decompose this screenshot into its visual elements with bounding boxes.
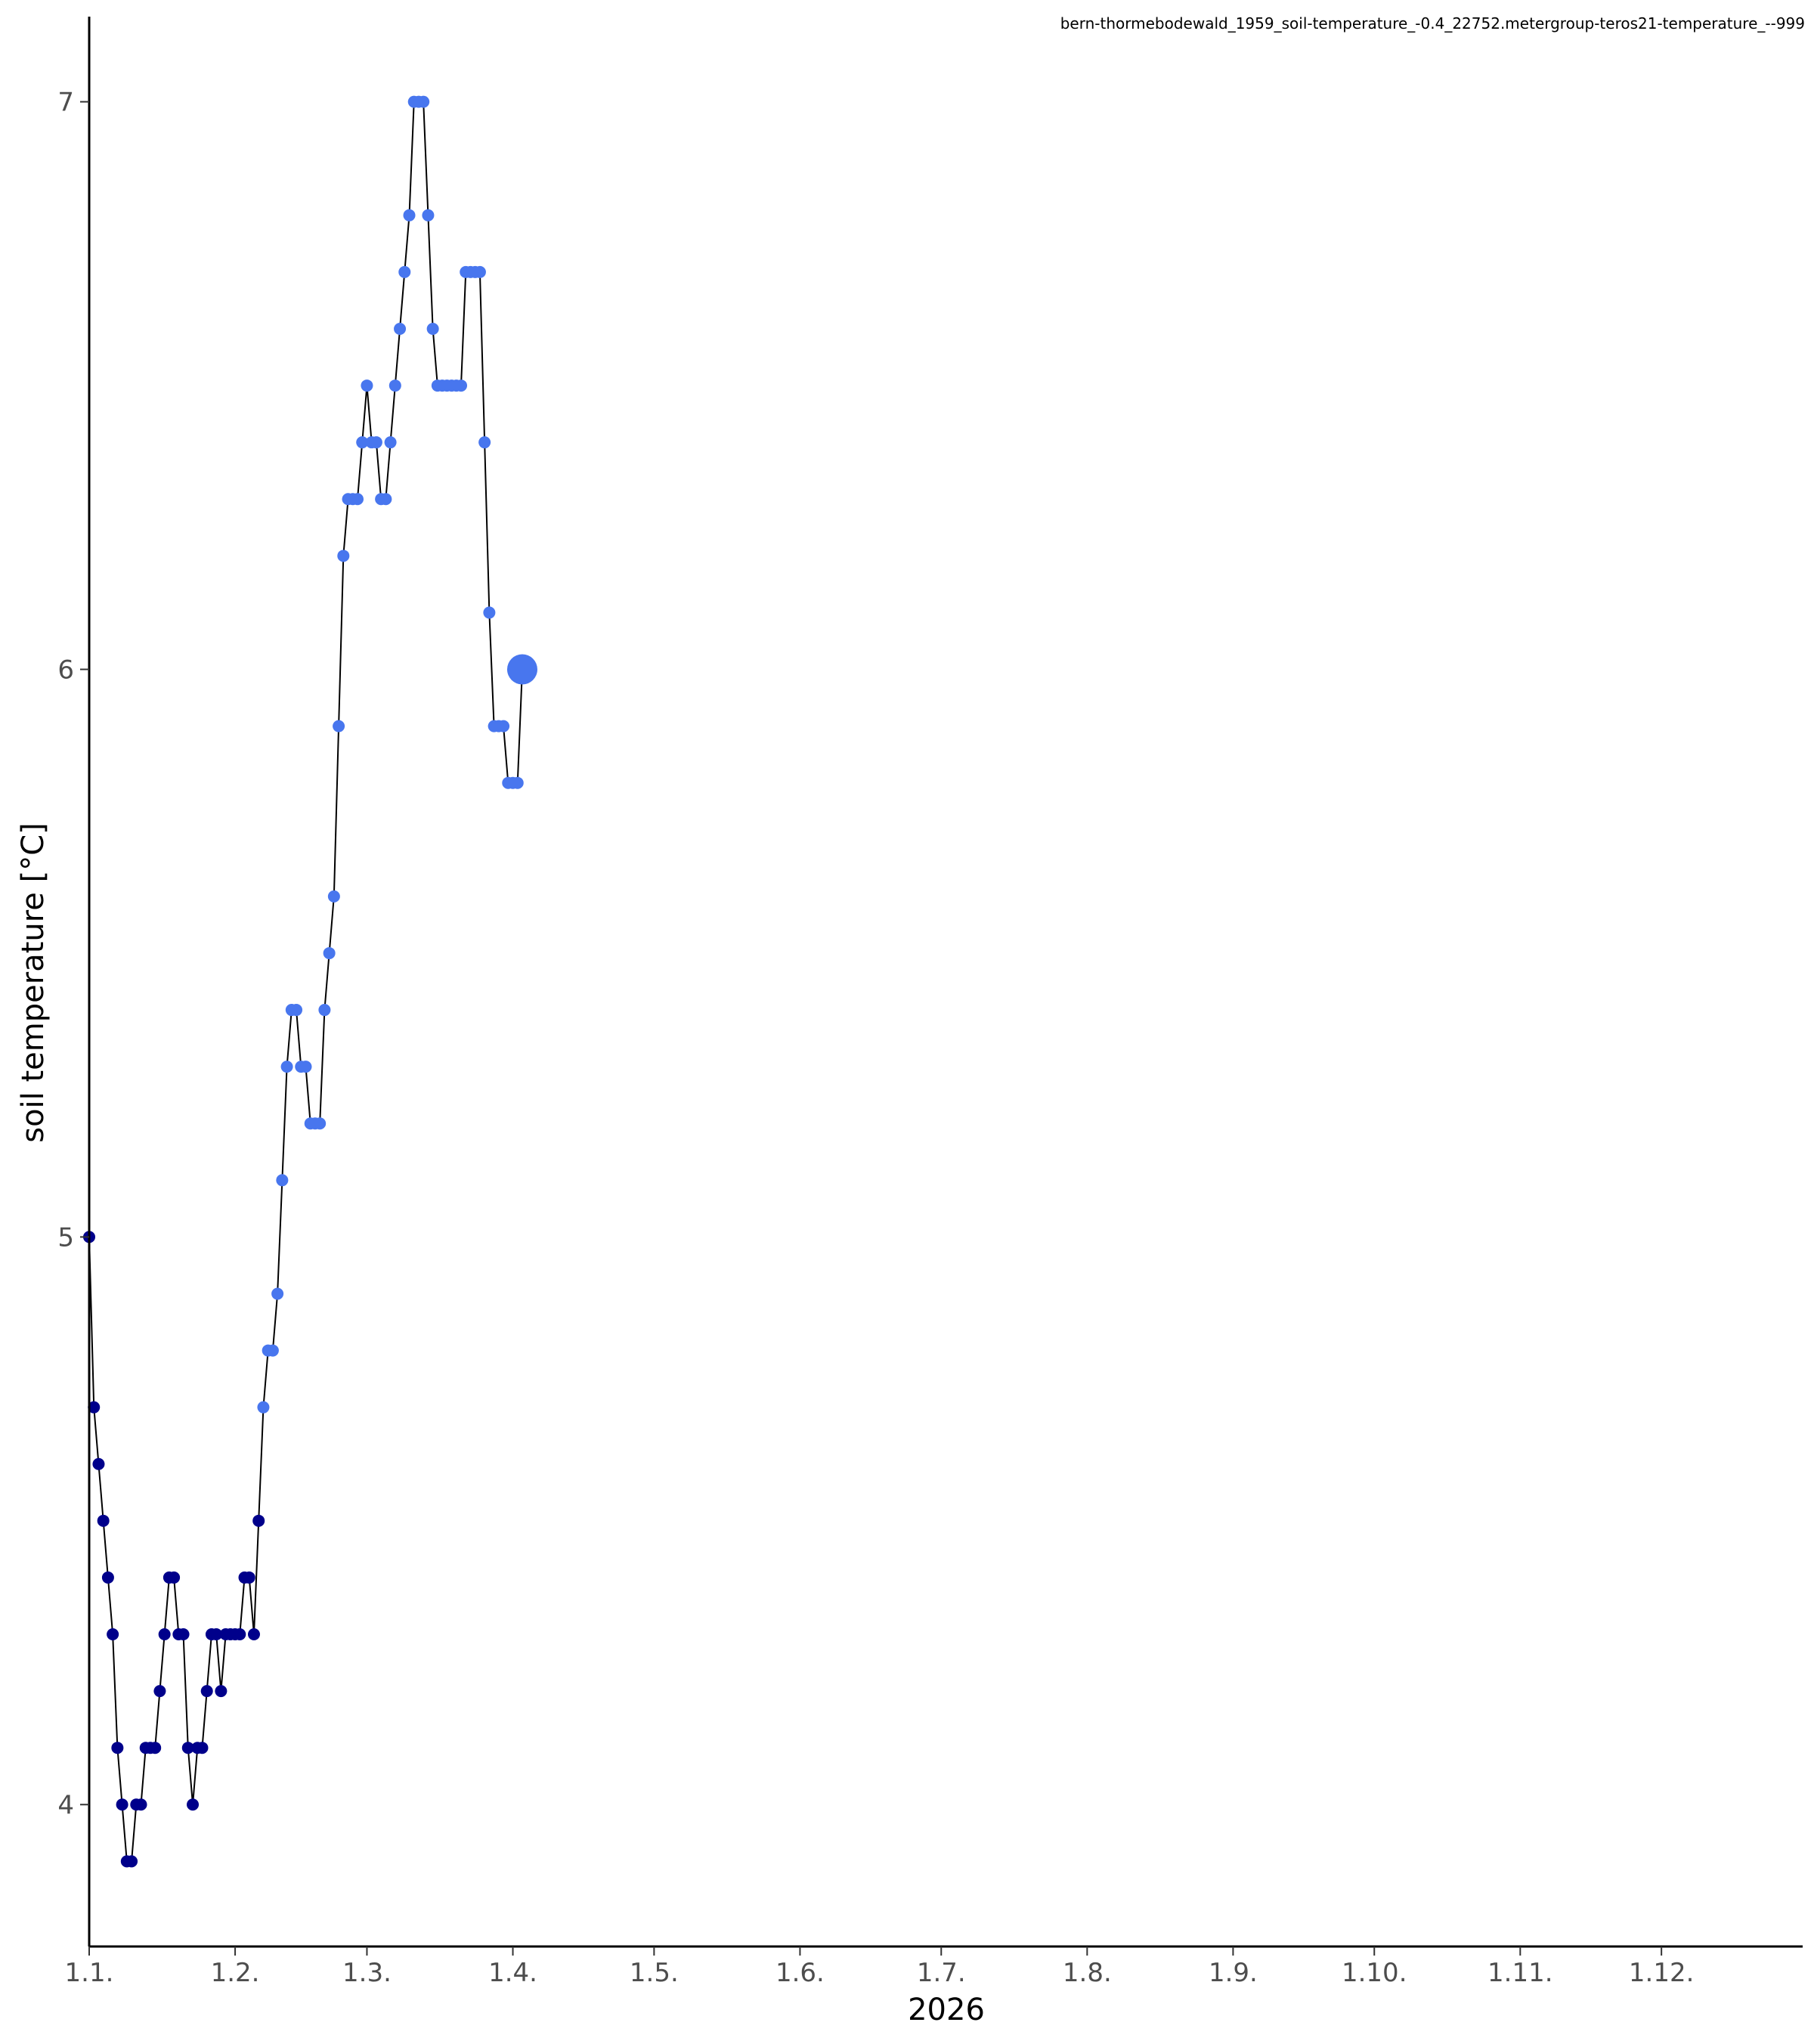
- data-point: [379, 493, 392, 506]
- data-point: [511, 776, 524, 789]
- data-point: [333, 720, 345, 732]
- data-point: [356, 436, 369, 449]
- x-tick-label: 1.4.: [488, 1958, 537, 1988]
- data-point: [280, 1061, 293, 1073]
- data-point: [455, 379, 468, 392]
- data-point: [314, 1117, 327, 1130]
- data-point: [323, 946, 336, 959]
- series-line: [88, 101, 523, 1863]
- data-point: [88, 1401, 101, 1414]
- data-point: [473, 265, 486, 278]
- x-tick-label: 1.3.: [342, 1958, 392, 1988]
- x-tick-label: 1.7.: [917, 1958, 966, 1988]
- data-point: [384, 436, 397, 449]
- y-tick-label: 4: [57, 1790, 74, 1820]
- data-point: [97, 1514, 110, 1527]
- x-axis-title: 2026: [908, 1993, 985, 2027]
- data-point: [398, 265, 411, 278]
- x-tick-label: 1.10.: [1342, 1958, 1407, 1988]
- data-point: [149, 1742, 162, 1754]
- data-point: [111, 1742, 124, 1754]
- chart-subtitle: bern-thormebodewald_1959_soil-temperatur…: [1060, 14, 1805, 33]
- y-axis-ticks: 4 5 6 7: [57, 88, 89, 1820]
- data-point: [497, 720, 510, 732]
- data-point: [388, 379, 401, 392]
- x-tick-label: 1.1.: [65, 1958, 114, 1988]
- x-tick-label: 1.2.: [211, 1958, 260, 1988]
- data-point: [271, 1287, 284, 1300]
- data-point: [107, 1628, 119, 1641]
- x-tick-label: 1.9.: [1209, 1958, 1258, 1988]
- data-point: [243, 1571, 255, 1584]
- data-point: [266, 1344, 279, 1357]
- data-point: [318, 1004, 331, 1017]
- data-point: [158, 1628, 171, 1641]
- data-point: [299, 1061, 312, 1073]
- data-point: [361, 379, 373, 392]
- data-point: [177, 1628, 190, 1641]
- y-tick-label: 5: [57, 1222, 74, 1253]
- data-point: [187, 1798, 200, 1811]
- data-point: [168, 1571, 181, 1584]
- x-tick-label: 1.12.: [1629, 1958, 1695, 1988]
- data-point: [200, 1685, 213, 1698]
- x-axis-ticks: 1.1. 1.2. 1.3. 1.4. 1.5. 1.6. 1.7. 1.8. 1.9. 1.10…: [65, 1946, 1695, 1988]
- data-point: [135, 1798, 147, 1811]
- x-tick-label: 1.5.: [630, 1958, 679, 1988]
- plot-area: [83, 95, 537, 1868]
- data-point: [394, 322, 407, 335]
- x-tick-label: 1.6.: [775, 1958, 825, 1988]
- data-point-latest: [506, 654, 537, 685]
- data-point: [116, 1798, 128, 1811]
- data-point: [92, 1457, 105, 1470]
- data-point: [125, 1855, 138, 1868]
- data-point: [153, 1685, 166, 1698]
- data-point: [101, 1571, 114, 1584]
- y-axis-title: soil temperature [°C]: [16, 822, 51, 1143]
- data-point: [181, 1742, 194, 1754]
- data-point: [422, 209, 435, 221]
- x-tick-label: 1.8.: [1063, 1958, 1112, 1988]
- x-tick-label: 1.11.: [1487, 1958, 1553, 1988]
- data-point: [478, 436, 491, 449]
- data-point: [196, 1742, 209, 1754]
- data-point: [370, 436, 382, 449]
- data-point: [426, 322, 439, 335]
- data-point: [483, 606, 496, 619]
- data-point: [290, 1004, 303, 1017]
- y-tick-label: 6: [57, 655, 74, 686]
- data-point: [257, 1401, 270, 1414]
- data-point: [417, 95, 430, 108]
- data-point: [403, 209, 416, 221]
- data-point: [247, 1628, 260, 1641]
- data-point: [337, 550, 350, 562]
- data-point: [252, 1514, 265, 1527]
- data-point: [210, 1628, 223, 1641]
- data-point: [351, 493, 364, 506]
- data-point: [215, 1685, 228, 1698]
- data-point: [234, 1628, 246, 1641]
- data-point: [327, 890, 340, 903]
- data-point: [276, 1174, 289, 1187]
- y-tick-label: 7: [57, 88, 74, 118]
